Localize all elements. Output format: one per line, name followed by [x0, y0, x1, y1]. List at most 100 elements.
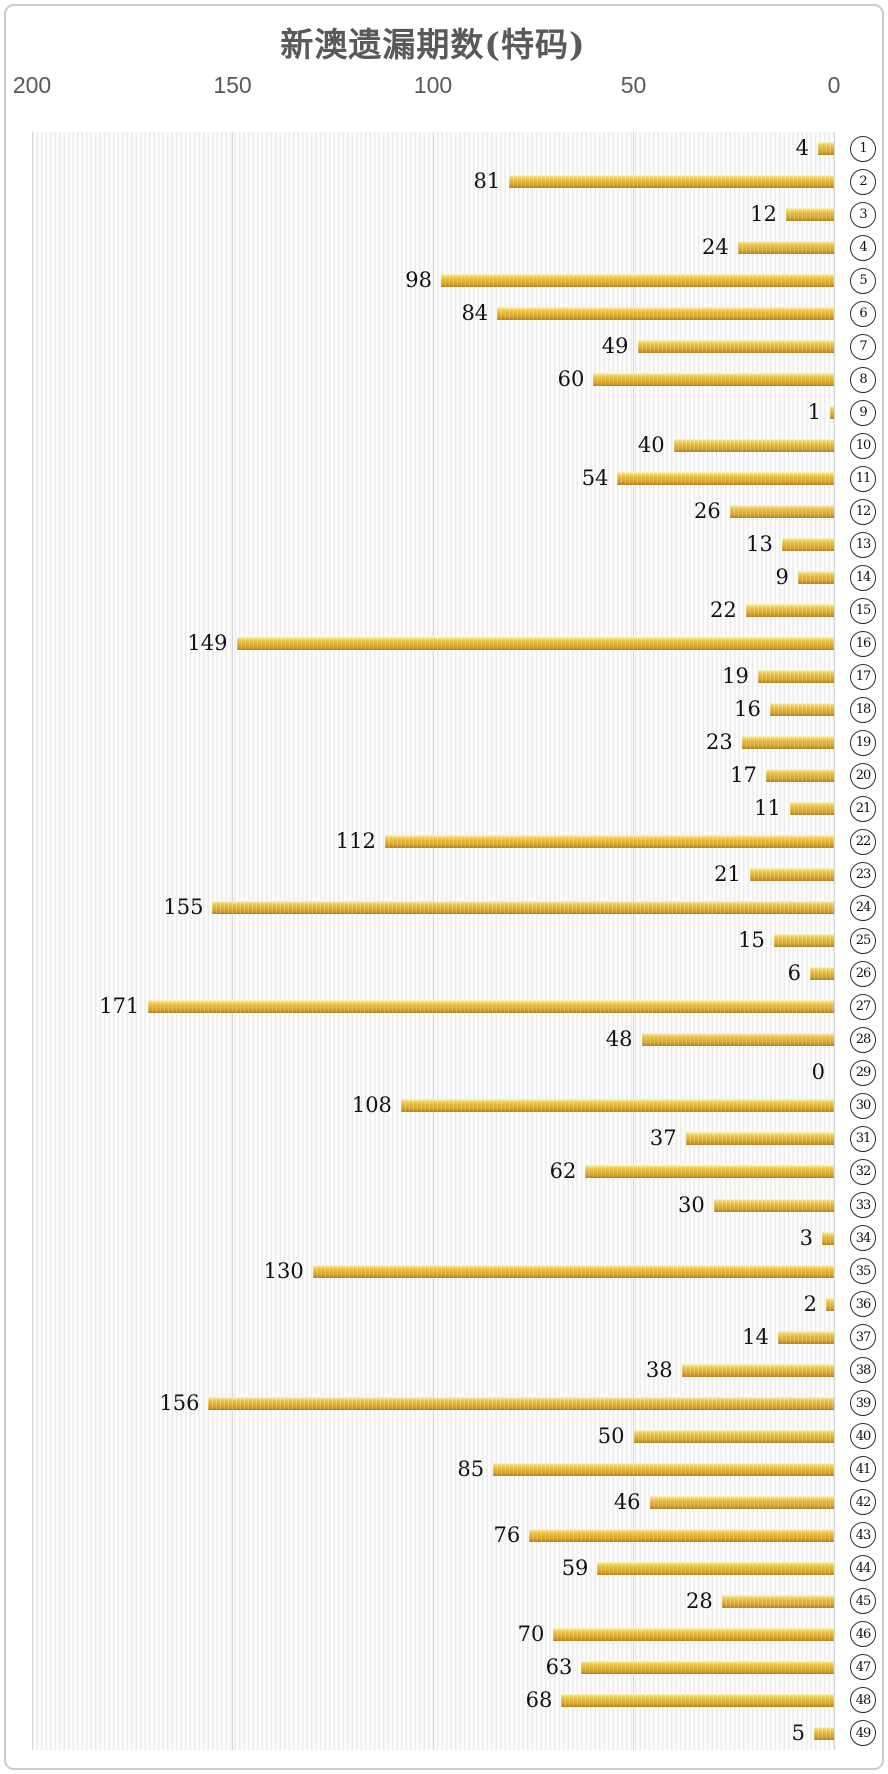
bar-value-label: 60 [557, 367, 585, 392]
category-badge-cell: 23 [838, 858, 888, 891]
bar-row: 15 [32, 924, 834, 957]
bar-row: 0 [32, 1056, 834, 1089]
bar-row: 48 [32, 1023, 834, 1056]
bar-value-label: 37 [649, 1126, 677, 1151]
bar-value-label: 0 [811, 1060, 825, 1085]
category-badge: 21 [850, 795, 876, 822]
category-badge: 5 [850, 267, 876, 294]
bar [825, 1297, 834, 1311]
bar-value-label: 108 [351, 1093, 392, 1118]
category-badge: 31 [850, 1125, 876, 1152]
bar-value-label: 84 [461, 301, 489, 326]
bar-value-label: 13 [746, 532, 773, 557]
bar-value-label: 24 [702, 235, 729, 260]
bar-value-label: 38 [645, 1357, 673, 1382]
bar-value-label: 59 [561, 1555, 589, 1580]
category-badge-cell: 7 [838, 330, 888, 363]
bar-value-label: 81 [473, 169, 501, 194]
bar-row: 108 [32, 1089, 834, 1122]
bar-row: 49 [32, 330, 834, 363]
bar-value-label: 17 [730, 763, 757, 788]
category-badge-cell: 49 [838, 1717, 888, 1750]
bar-row: 17 [32, 759, 834, 792]
category-badge: 37 [850, 1324, 876, 1351]
category-badge: 34 [850, 1225, 876, 1252]
bar-value-label: 14 [742, 1324, 769, 1349]
bar-row: 155 [32, 891, 834, 924]
bar [637, 340, 834, 354]
bar [529, 1528, 834, 1542]
category-badge: 40 [850, 1423, 876, 1450]
bar-value-label: 70 [517, 1621, 545, 1646]
bar-row: 30 [32, 1189, 834, 1222]
category-badge: 22 [850, 828, 876, 855]
bar-row: 22 [32, 594, 834, 627]
bar-row: 130 [32, 1255, 834, 1288]
category-badge: 28 [850, 1026, 876, 1053]
bar [737, 241, 834, 255]
bar-row: 50 [32, 1420, 834, 1453]
category-badge-cell: 1 [838, 132, 888, 165]
bar-value-label: 130 [263, 1258, 304, 1283]
category-badge-cell: 36 [838, 1288, 888, 1321]
category-badge: 12 [850, 498, 876, 525]
category-badge-cell: 16 [838, 627, 888, 660]
bar [777, 1330, 834, 1344]
bar-value-label: 19 [722, 664, 749, 689]
bar-row: 2 [32, 1288, 834, 1321]
bar-row: 21 [32, 858, 834, 891]
bar-row: 24 [32, 231, 834, 264]
bar [581, 1660, 834, 1674]
category-badge: 36 [850, 1291, 876, 1318]
bar-row: 16 [32, 693, 834, 726]
category-badge: 33 [850, 1192, 876, 1218]
category-badge-cell: 20 [838, 759, 888, 792]
bar-row: 19 [32, 660, 834, 693]
category-badge-cell: 39 [838, 1387, 888, 1420]
category-badge-cell: 29 [838, 1056, 888, 1089]
category-badge: 6 [850, 300, 876, 327]
category-badge-cell: 12 [838, 495, 888, 528]
category-badge: 2 [850, 168, 876, 195]
bar-row: 63 [32, 1651, 834, 1684]
bar [441, 274, 834, 288]
category-badge-cell: 37 [838, 1321, 888, 1354]
bar-row: 76 [32, 1519, 834, 1552]
category-badge-cell: 43 [838, 1519, 888, 1552]
category-badge: 7 [850, 333, 876, 360]
bar [673, 439, 834, 453]
category-badge: 47 [850, 1654, 876, 1681]
bar-row: 171 [32, 990, 834, 1023]
bar-row: 70 [32, 1618, 834, 1651]
bar [617, 472, 834, 486]
category-badge: 32 [850, 1158, 876, 1185]
category-badge-cell: 9 [838, 396, 888, 429]
bar-row: 149 [32, 627, 834, 660]
category-badge-cell: 2 [838, 165, 888, 198]
bar [729, 505, 834, 519]
bar [148, 1000, 834, 1014]
bar-value-label: 26 [694, 499, 721, 524]
bar [493, 1462, 834, 1476]
category-badge: 29 [850, 1059, 876, 1086]
bar-value-label: 48 [605, 1027, 633, 1052]
category-badge-cell: 42 [838, 1486, 888, 1519]
bar-row: 3 [32, 1222, 834, 1255]
category-badge: 11 [850, 465, 876, 492]
gridline [633, 132, 634, 1750]
category-badge: 30 [850, 1092, 876, 1119]
category-badge-cell: 6 [838, 297, 888, 330]
bar [809, 967, 834, 981]
category-badge-cell: 47 [838, 1651, 888, 1684]
bar [797, 571, 834, 585]
bar-row: 38 [32, 1354, 834, 1387]
gridline [833, 132, 835, 1750]
category-badge: 41 [850, 1456, 876, 1483]
bar-value-label: 76 [493, 1522, 521, 1547]
category-badge: 46 [850, 1621, 876, 1648]
category-badge-cell: 27 [838, 990, 888, 1023]
category-badge-cell: 15 [838, 594, 888, 627]
bar [781, 538, 834, 552]
category-badge: 9 [850, 399, 876, 426]
bar-row: 60 [32, 363, 834, 396]
